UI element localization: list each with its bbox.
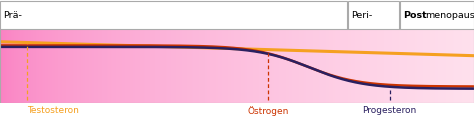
Text: Testosteron: Testosteron xyxy=(27,106,79,115)
Bar xyxy=(0,1,347,29)
Text: Progesteron: Progesteron xyxy=(363,106,417,115)
Text: Peri-: Peri- xyxy=(351,11,372,20)
Text: Östrogen: Östrogen xyxy=(247,106,289,116)
Text: menopause: menopause xyxy=(425,11,474,20)
Text: Prä-: Prä- xyxy=(3,11,22,20)
Bar xyxy=(400,1,474,29)
Text: Post: Post xyxy=(403,11,427,20)
Bar xyxy=(348,1,399,29)
